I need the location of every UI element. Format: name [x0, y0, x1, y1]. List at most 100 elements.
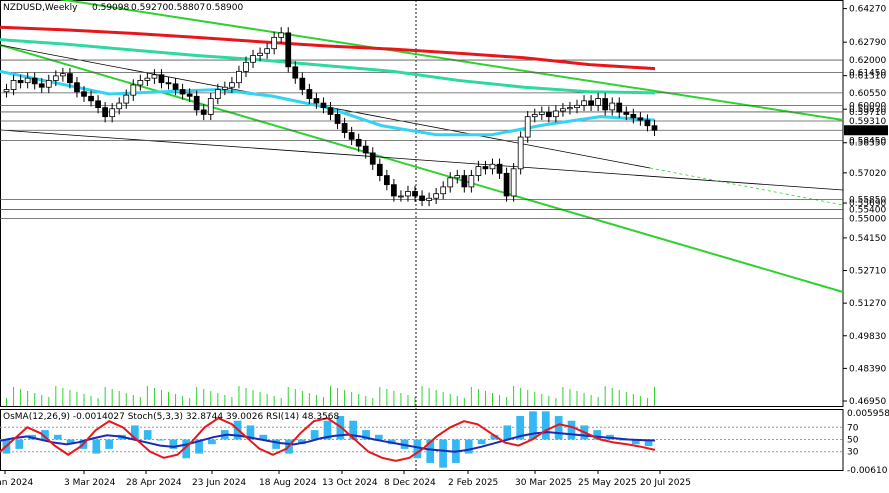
osma-bar [272, 439, 280, 449]
subwindow-label: OsMA(12,26,9) -0.0014027 Stoch(5,3,3) 32… [3, 412, 339, 422]
sub-scale-label: 30 [847, 448, 859, 458]
candle-body [264, 48, 270, 54]
x-tick-label: 25 May 2025 [578, 478, 637, 488]
candle-body [243, 61, 249, 72]
ohlc-high: 0.59270 [131, 3, 168, 13]
level-label: 0.59310 [849, 117, 886, 127]
osma-bar [477, 439, 486, 445]
candle-body [327, 107, 334, 115]
osma-bar [413, 439, 422, 459]
level-tag [844, 87, 888, 98]
candle-body [116, 102, 123, 110]
candle-body [426, 197, 432, 201]
level-label: 0.55400 [849, 206, 886, 216]
y-tick-label: 0.52710 [849, 267, 886, 277]
candle-body [644, 119, 651, 127]
candle-body [3, 89, 10, 93]
candle-body [17, 80, 24, 84]
level-label: 0.59710 [849, 108, 886, 118]
candle-body [236, 70, 242, 84]
candle-body [137, 80, 144, 86]
candle-body [651, 125, 658, 131]
osma-bar [464, 439, 473, 454]
candle-body [158, 74, 165, 84]
y-tick-label: 0.49830 [849, 332, 886, 342]
candle-body [595, 98, 601, 106]
candle-body [468, 175, 475, 188]
time-axis: 7 Jan 2024 3 Mar 2024 28 Apr 2024 23 Jun 20… [0, 470, 691, 488]
candle-body [510, 168, 517, 197]
candle-body [67, 73, 73, 84]
x-tick-label: 8 Dec 2024 [384, 478, 436, 488]
candle-body [60, 73, 66, 77]
sub-scale-label: 50 [847, 436, 859, 446]
x-tick-label: 18 Aug 2024 [259, 478, 317, 488]
candle-body [144, 77, 151, 81]
rsi-line [0, 431, 656, 453]
osma-bar [246, 425, 255, 440]
candle-body [74, 82, 80, 93]
candle-body [531, 114, 538, 118]
chart-header: NZDUSD,Weekly 0.59098 0.59270 0.58807 0.… [3, 3, 243, 13]
ohlc-close: 0.58900 [206, 3, 243, 13]
level-tag [844, 106, 888, 117]
candle-body [538, 111, 545, 115]
candle-body [574, 104, 580, 109]
y-tick-label: 0.57020 [849, 169, 886, 179]
x-tick-label: 20 Jul 2025 [640, 478, 691, 488]
candle-body [214, 89, 221, 99]
candle-body [38, 83, 45, 88]
trend-line [0, 129, 844, 191]
candle-body [320, 102, 327, 109]
candle-body [165, 82, 172, 85]
candle-body [151, 74, 158, 79]
candle-body [109, 108, 116, 118]
y-tick-label: 0.46950 [849, 397, 886, 407]
osma-bar [503, 425, 512, 440]
osma-bar [41, 430, 49, 440]
overlay-ma-200 [0, 25, 656, 71]
sub-scale-label: 70 [847, 423, 859, 433]
x-tick-label: 28 Apr 2024 [126, 478, 182, 488]
candle-body [524, 116, 531, 138]
candle-body [172, 83, 179, 90]
overlay-ma-144 [0, 38, 656, 95]
candle-body [412, 191, 418, 197]
price-axis: 0.64270 0.62790 0.61310 0.59830 0.58350 0.570… [843, 5, 889, 476]
osma-bar [310, 430, 319, 440]
moving-averages [0, 25, 656, 137]
osma-bar [156, 439, 165, 441]
candle-body [405, 191, 411, 197]
candle-body [285, 32, 292, 68]
candle-body [517, 136, 524, 170]
candle-body [440, 186, 447, 195]
indicator-subwindow [0, 411, 843, 468]
candle-body [102, 107, 108, 118]
osma-bar [362, 430, 370, 440]
y-tick-label: 0.51270 [849, 299, 886, 309]
candle-body [348, 132, 355, 140]
candle-body [257, 52, 263, 56]
osma-bar [259, 434, 268, 440]
candle-body [637, 117, 644, 121]
candle-body [193, 95, 200, 111]
osma-bar [297, 439, 306, 445]
y-tick-label: 0.61310 [849, 72, 886, 82]
y-tick-label: 0.64270 [849, 5, 886, 15]
candle-body [489, 163, 496, 170]
candle-body [313, 98, 320, 104]
candle-body [221, 86, 228, 90]
candle-body [24, 77, 31, 84]
level-label: 0.58450 [849, 136, 886, 146]
y-tick-label: 0.54150 [849, 234, 886, 244]
candle-body [81, 91, 87, 97]
candle-body [45, 80, 52, 88]
candle-body [496, 163, 503, 174]
level-tag [844, 125, 888, 136]
level-label: 0.55000 [849, 215, 886, 225]
osma-bar [349, 420, 358, 440]
candle-body [31, 77, 38, 85]
osma-bar [143, 430, 152, 440]
